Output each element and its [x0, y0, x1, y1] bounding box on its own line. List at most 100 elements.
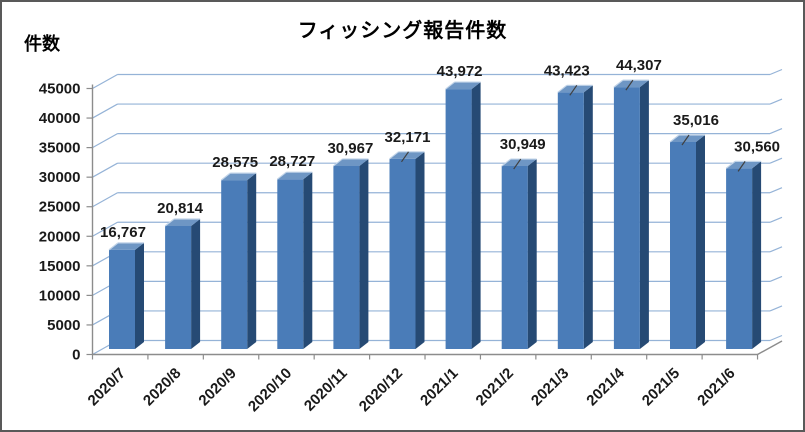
x-tick-label: 2021/2 — [473, 365, 517, 409]
gridline-right-connector — [769, 334, 783, 342]
bar-side-face — [639, 80, 649, 349]
bar-side-face — [191, 218, 201, 349]
gridline-right-connector — [769, 216, 783, 223]
bar-top-edge-highlight — [613, 79, 624, 88]
x-tick-label: 2021/1 — [417, 365, 461, 409]
floor-right-edge — [757, 340, 783, 356]
bar-top-edge-highlight — [333, 158, 343, 167]
bar-front-face — [726, 168, 753, 349]
y-tick-label: 30000 — [39, 169, 81, 186]
data-label: 43,423 — [544, 62, 590, 79]
gridline-right-connector — [769, 157, 783, 164]
gridline-side-connector — [92, 221, 118, 237]
bar-front-face — [670, 142, 696, 349]
data-label: 20,814 — [157, 200, 204, 217]
bar-side-face — [247, 173, 257, 349]
y-tick-label: 40000 — [39, 110, 81, 127]
y-tick-label: 5000 — [47, 317, 80, 334]
x-tick-label: 2020/11 — [301, 365, 351, 415]
gridline-right-connector — [769, 246, 783, 253]
y-axis-unit-label: 件数 — [24, 34, 60, 54]
x-tick-label: 2020/12 — [356, 365, 406, 415]
data-label: 16,767 — [100, 224, 146, 241]
bar-top-face — [389, 151, 425, 159]
chart-title: フィッシング報告件数 — [297, 20, 508, 42]
bar-side-face — [471, 82, 481, 349]
gridline-right-connector — [769, 98, 783, 105]
x-tick-label: 2020/10 — [245, 365, 295, 415]
bar-side-face — [359, 158, 369, 349]
x-tick-label: 2021/6 — [694, 365, 738, 409]
bar-top-face — [445, 82, 481, 90]
gridline-right-connector — [769, 187, 783, 194]
bar-top-edge-highlight — [276, 171, 287, 180]
gridline-right-connector — [769, 305, 783, 312]
y-tick-label: 15000 — [39, 258, 81, 275]
bar-top-face — [109, 242, 144, 250]
bar-front-face — [613, 87, 640, 349]
bar-front-face — [277, 179, 304, 349]
bar-top-face — [277, 172, 313, 180]
bar-front-face — [165, 225, 192, 349]
data-label: 32,171 — [385, 129, 431, 146]
label-leader-line — [681, 134, 690, 146]
bar-front-face — [109, 249, 135, 349]
y-tick-label: 25000 — [39, 199, 81, 216]
x-tick-label: 2020/9 — [195, 365, 239, 409]
label-leader-line — [737, 161, 746, 172]
bar-side-face — [135, 242, 144, 349]
bar-side-face — [696, 135, 705, 349]
bar-front-face — [501, 166, 528, 349]
data-label: 28,727 — [269, 153, 315, 170]
gridline-side-connector — [92, 133, 118, 149]
data-label: 35,016 — [673, 112, 719, 129]
bar-top-face — [726, 161, 762, 169]
gridline-side-connector — [92, 73, 118, 90]
bar-front-face — [557, 92, 584, 349]
bar-side-face — [583, 85, 593, 349]
bar-top-edge-highlight — [669, 134, 680, 143]
bar-top-edge-highlight — [501, 158, 512, 167]
x-tick-label: 2021/3 — [528, 365, 572, 409]
gridline-side-connector — [92, 103, 118, 119]
bar-side-face — [303, 172, 313, 349]
x-tick-label: 2020/7 — [85, 365, 129, 409]
bar-top-face — [670, 135, 705, 143]
y-tick-label: 0 — [72, 347, 80, 364]
y-tick-label: 20000 — [39, 228, 81, 245]
data-label: 30,560 — [734, 138, 780, 155]
y-tick-label: 35000 — [39, 140, 81, 157]
gridline-side-connector — [92, 192, 118, 208]
bar-top-face — [613, 80, 649, 88]
y-tick-label: 45000 — [39, 81, 81, 98]
label-leader-line — [513, 158, 522, 170]
gridline-side-connector — [92, 162, 118, 178]
data-label: 30,967 — [327, 140, 373, 157]
bar-top-edge-highlight — [389, 151, 399, 160]
bar-side-face — [752, 161, 762, 349]
gridline-right-connector — [769, 275, 783, 282]
bar-top-face — [165, 218, 201, 226]
bar-top-face — [501, 159, 537, 167]
gridline-right-connector — [769, 128, 783, 135]
data-label: 28,575 — [212, 154, 258, 171]
bar-top-edge-highlight — [108, 242, 119, 251]
data-label: 43,972 — [437, 63, 483, 80]
bar-front-face — [389, 158, 416, 349]
label-leader-line — [625, 79, 634, 91]
bar-front-face — [221, 180, 248, 349]
gridline-right-connector — [769, 68, 783, 76]
y-tick-label: 10000 — [39, 287, 81, 304]
bar-top-edge-highlight — [557, 84, 568, 93]
bar-top-face — [221, 173, 257, 181]
data-label: 44,307 — [616, 57, 662, 74]
label-leader-line — [401, 151, 409, 163]
x-tick-label: 2020/8 — [140, 365, 184, 409]
bar-top-edge-highlight — [445, 81, 455, 90]
bar-side-face — [527, 159, 537, 349]
bar-front-face — [445, 89, 472, 349]
data-label: 30,949 — [500, 136, 546, 153]
bar-top-edge-highlight — [220, 172, 231, 181]
